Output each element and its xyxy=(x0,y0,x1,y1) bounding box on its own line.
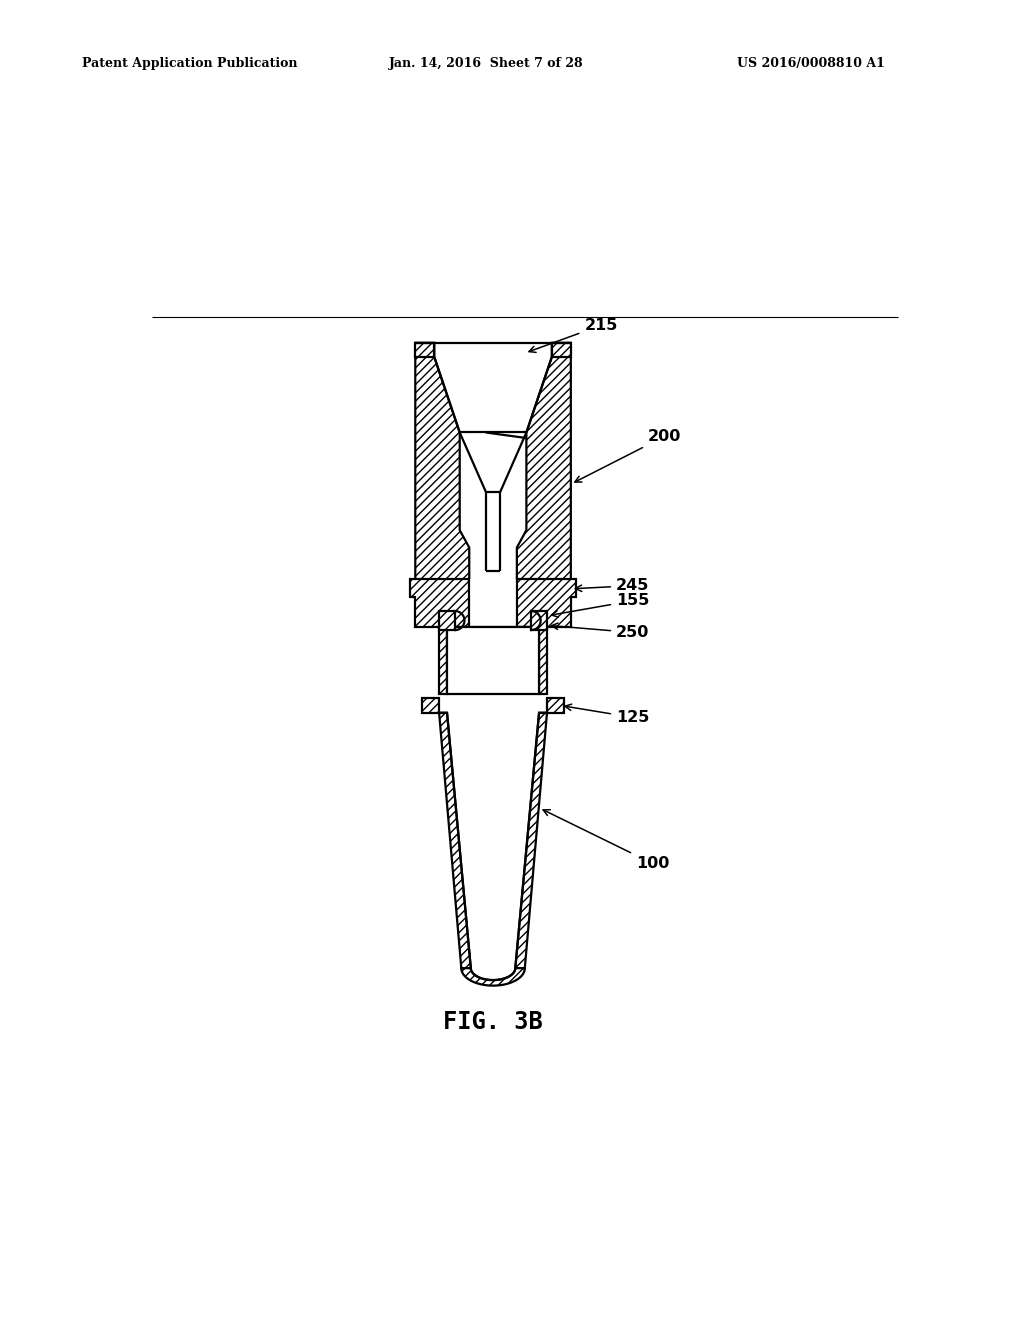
Bar xyxy=(447,627,539,694)
Text: 250: 250 xyxy=(552,623,649,640)
Polygon shape xyxy=(531,611,547,630)
Text: Jan. 14, 2016  Sheet 7 of 28: Jan. 14, 2016 Sheet 7 of 28 xyxy=(389,57,584,70)
Polygon shape xyxy=(517,343,570,579)
Text: 200: 200 xyxy=(574,429,681,482)
Polygon shape xyxy=(416,343,434,358)
Polygon shape xyxy=(539,627,547,694)
Polygon shape xyxy=(547,698,564,713)
Polygon shape xyxy=(422,698,439,713)
Text: 100: 100 xyxy=(543,809,670,871)
Text: US 2016/0008810 A1: US 2016/0008810 A1 xyxy=(737,57,885,70)
Polygon shape xyxy=(410,579,469,627)
Polygon shape xyxy=(515,713,547,968)
Text: 155: 155 xyxy=(552,593,649,616)
Text: 125: 125 xyxy=(565,704,649,725)
Bar xyxy=(469,579,517,627)
Polygon shape xyxy=(416,343,469,579)
Polygon shape xyxy=(439,713,471,968)
Polygon shape xyxy=(462,968,524,986)
Text: 215: 215 xyxy=(529,318,617,352)
Polygon shape xyxy=(552,343,570,358)
Text: FIG. 3B: FIG. 3B xyxy=(443,1010,543,1034)
Text: 245: 245 xyxy=(575,578,649,593)
Polygon shape xyxy=(439,611,455,630)
Polygon shape xyxy=(439,627,447,694)
Polygon shape xyxy=(517,579,577,627)
Text: Patent Application Publication: Patent Application Publication xyxy=(82,57,297,70)
